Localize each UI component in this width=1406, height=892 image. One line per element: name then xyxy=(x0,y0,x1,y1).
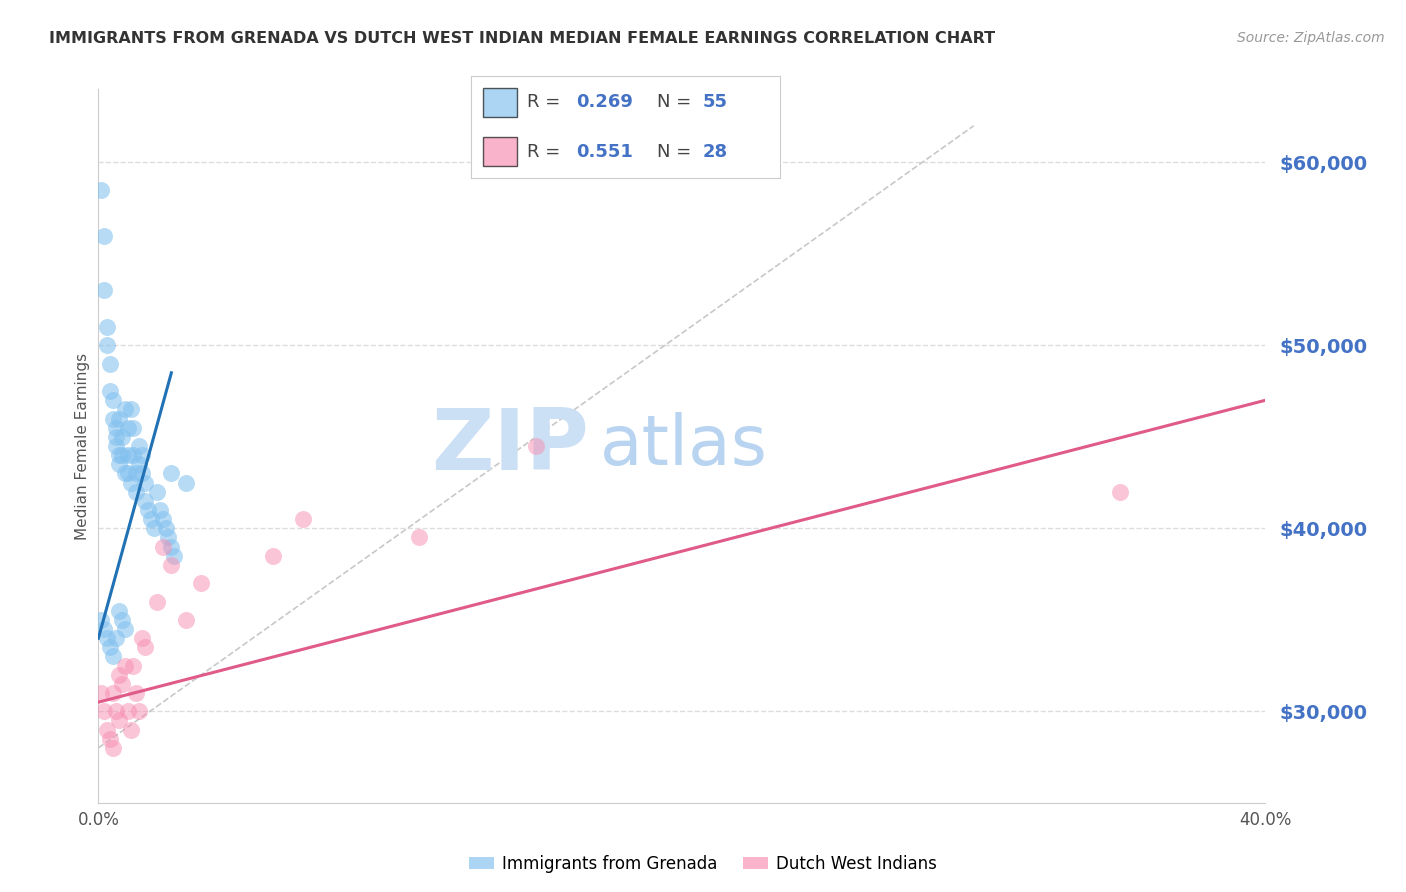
Point xyxy=(128,458,150,472)
Point xyxy=(190,576,212,591)
Point xyxy=(108,411,131,425)
Point xyxy=(128,439,150,453)
Point xyxy=(160,558,183,572)
Text: 55: 55 xyxy=(703,94,728,112)
FancyBboxPatch shape xyxy=(484,137,517,166)
Point xyxy=(111,430,134,444)
Point xyxy=(125,467,148,481)
Text: R =: R = xyxy=(527,94,565,112)
Point xyxy=(125,484,148,499)
Point xyxy=(101,649,124,664)
Point xyxy=(139,512,162,526)
Point xyxy=(120,402,142,417)
Point xyxy=(146,484,169,499)
Point xyxy=(90,183,112,197)
Text: 0.551: 0.551 xyxy=(576,143,633,161)
Point xyxy=(101,686,124,700)
Text: N =: N = xyxy=(657,143,696,161)
Text: ZIP: ZIP xyxy=(430,404,589,488)
Point xyxy=(111,613,134,627)
Point xyxy=(93,228,115,243)
Text: atlas: atlas xyxy=(600,412,768,480)
Point xyxy=(163,549,186,563)
Point xyxy=(291,512,314,526)
Point xyxy=(131,631,153,645)
Point xyxy=(117,467,139,481)
Point xyxy=(104,631,127,645)
Legend: Immigrants from Grenada, Dutch West Indians: Immigrants from Grenada, Dutch West Indi… xyxy=(463,848,943,880)
Point xyxy=(120,723,142,737)
Point xyxy=(149,503,172,517)
Text: R =: R = xyxy=(527,143,565,161)
Text: 28: 28 xyxy=(703,143,728,161)
Point xyxy=(101,740,124,755)
Point xyxy=(120,475,142,490)
Point xyxy=(108,604,131,618)
Text: IMMIGRANTS FROM GRENADA VS DUTCH WEST INDIAN MEDIAN FEMALE EARNINGS CORRELATION : IMMIGRANTS FROM GRENADA VS DUTCH WEST IN… xyxy=(49,31,995,46)
Point xyxy=(524,439,547,453)
Text: 0.269: 0.269 xyxy=(576,94,633,112)
Point xyxy=(157,531,180,545)
Point xyxy=(152,512,174,526)
Point xyxy=(160,467,183,481)
Point xyxy=(117,420,139,434)
FancyBboxPatch shape xyxy=(484,88,517,117)
Point xyxy=(108,714,131,728)
Point xyxy=(117,448,139,462)
Point xyxy=(131,448,153,462)
Point xyxy=(111,448,134,462)
Point xyxy=(98,384,121,398)
Point xyxy=(114,467,136,481)
Point xyxy=(114,658,136,673)
Point xyxy=(111,677,134,691)
Point xyxy=(114,622,136,636)
Y-axis label: Median Female Earnings: Median Female Earnings xyxy=(75,352,90,540)
Point xyxy=(174,613,197,627)
Point xyxy=(96,631,118,645)
Point xyxy=(142,521,165,535)
Point xyxy=(96,338,118,352)
Point xyxy=(98,731,121,746)
Point xyxy=(108,667,131,681)
Text: N =: N = xyxy=(657,94,696,112)
Point xyxy=(262,549,284,563)
Point xyxy=(131,467,153,481)
Point xyxy=(104,439,127,453)
Point xyxy=(93,704,115,718)
Point xyxy=(101,411,124,425)
Point xyxy=(134,494,156,508)
Point xyxy=(104,420,127,434)
Point xyxy=(117,704,139,718)
Point xyxy=(125,686,148,700)
Point xyxy=(134,475,156,490)
Point xyxy=(134,640,156,655)
Point xyxy=(146,594,169,608)
Point xyxy=(114,402,136,417)
Point xyxy=(136,503,159,517)
Point xyxy=(96,723,118,737)
Point xyxy=(1108,484,1130,499)
Point xyxy=(108,448,131,462)
Point xyxy=(98,357,121,371)
Point xyxy=(122,448,145,462)
Point xyxy=(93,284,115,298)
Point xyxy=(174,475,197,490)
Point xyxy=(90,686,112,700)
Point xyxy=(160,540,183,554)
Point xyxy=(122,420,145,434)
Point xyxy=(104,704,127,718)
Point xyxy=(98,640,121,655)
Point xyxy=(96,320,118,334)
Point xyxy=(128,704,150,718)
Text: Source: ZipAtlas.com: Source: ZipAtlas.com xyxy=(1237,31,1385,45)
Point xyxy=(108,458,131,472)
Point xyxy=(104,430,127,444)
Point xyxy=(408,531,430,545)
Point xyxy=(93,622,115,636)
Point xyxy=(122,658,145,673)
Point xyxy=(155,521,177,535)
Point xyxy=(90,613,112,627)
Point xyxy=(152,540,174,554)
Point xyxy=(101,393,124,408)
